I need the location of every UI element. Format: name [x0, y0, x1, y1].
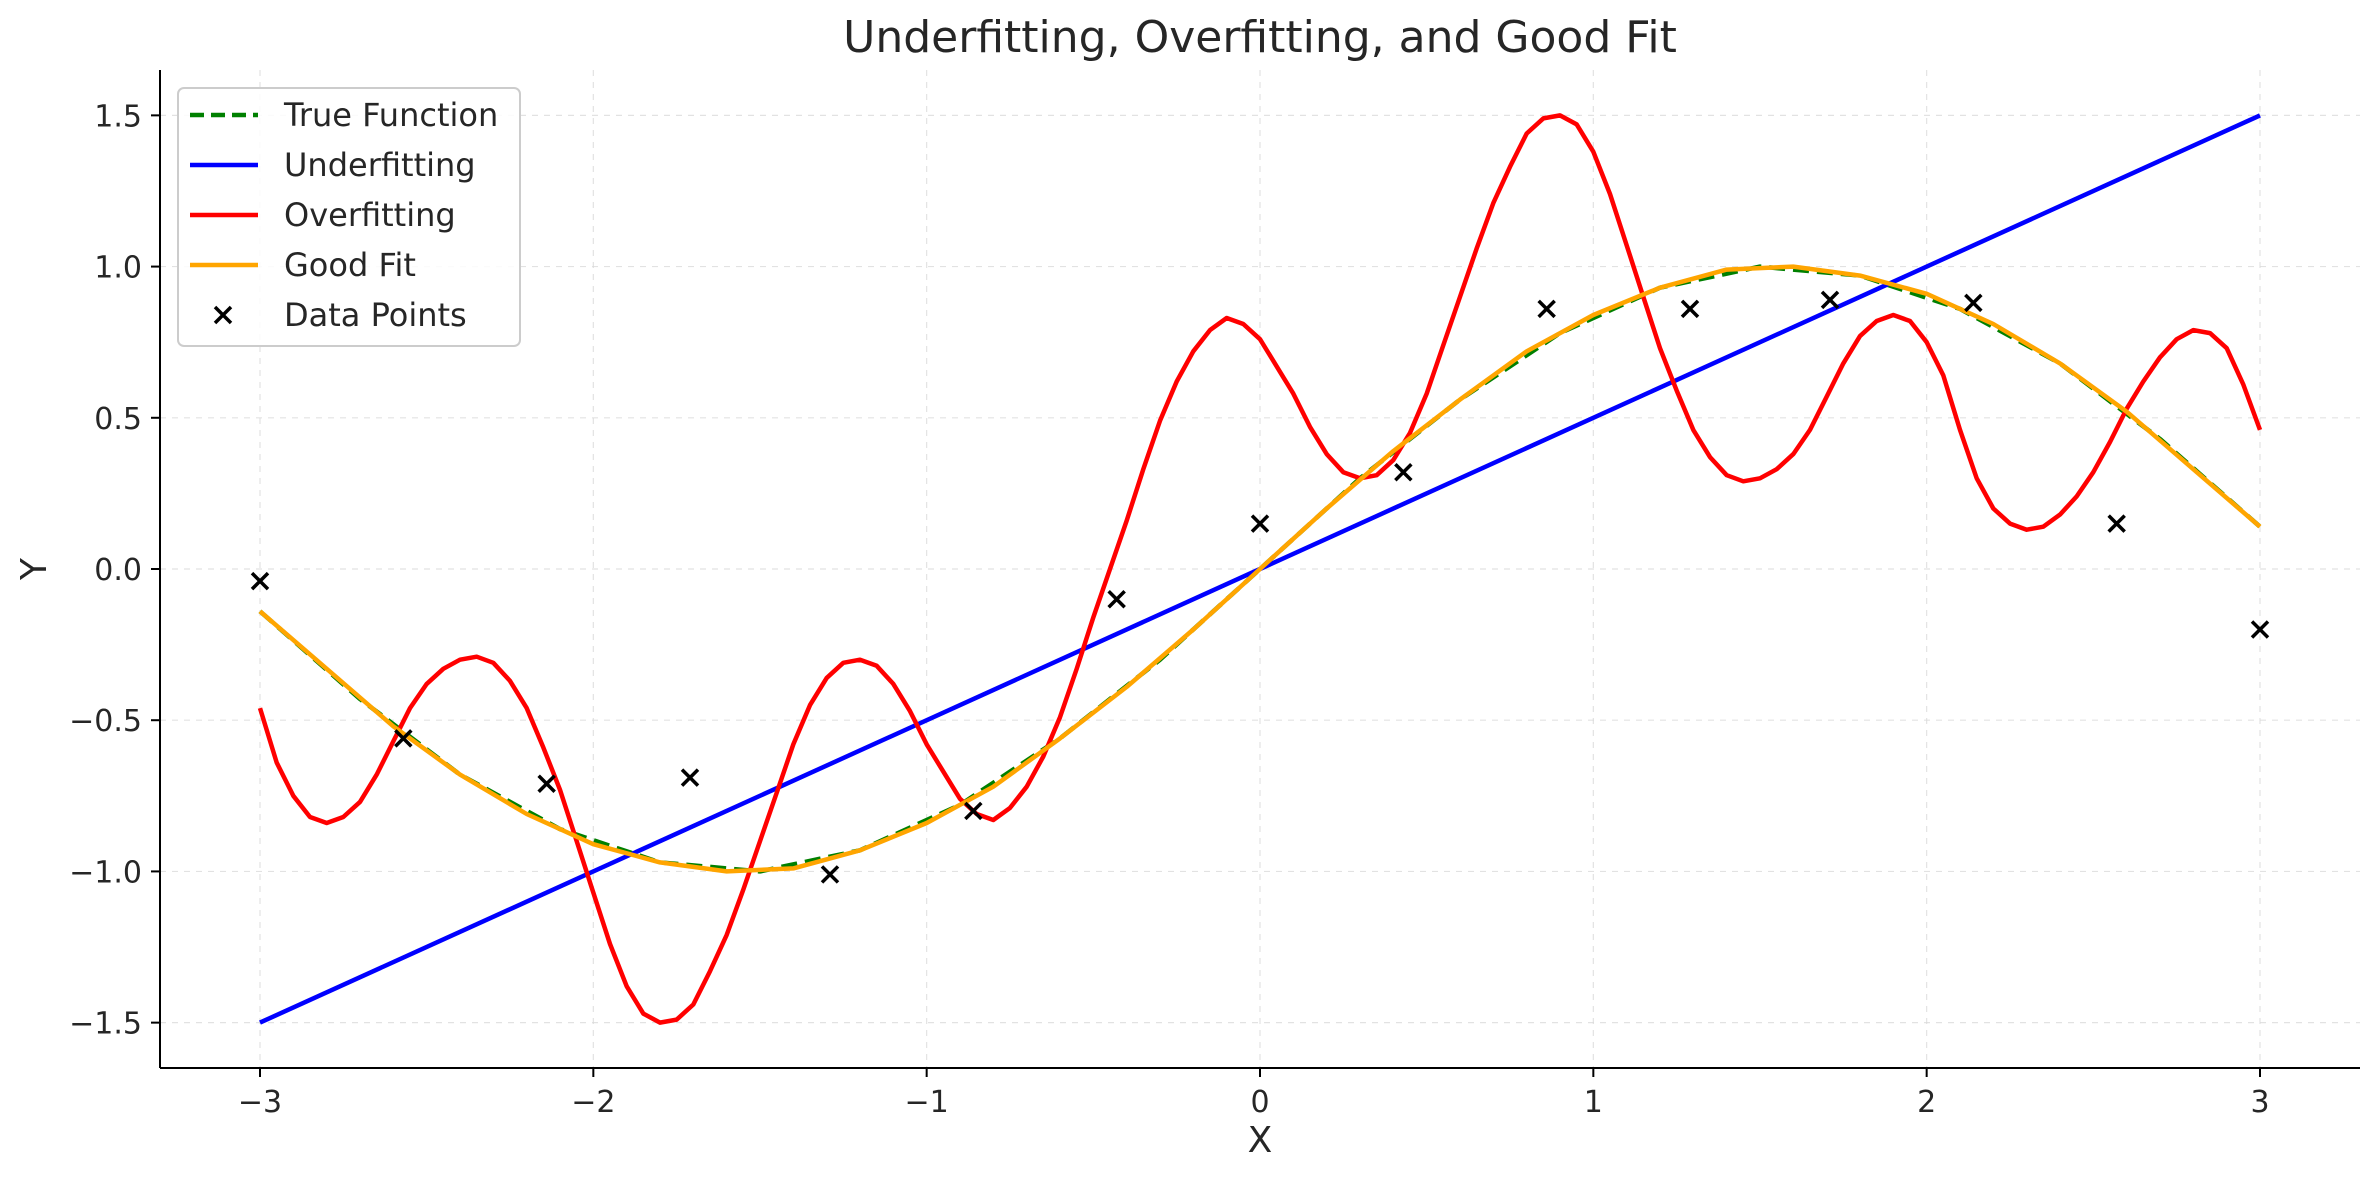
- y-tick-label: 1.0: [94, 251, 142, 286]
- data-point-marker: [1964, 293, 1983, 313]
- good-fit-line: [258, 264, 2262, 874]
- data-point-marker: [394, 729, 413, 748]
- legend-swatch-data-points: [213, 305, 233, 325]
- data-point-marker: [1250, 514, 1270, 533]
- data-point-marker: [537, 774, 556, 793]
- chart-title: Underfitting, Overfitting, and Good Fit: [843, 12, 1677, 63]
- legend-label-underfitting: Underfitting: [284, 146, 476, 184]
- y-tick-label: 1.5: [94, 99, 142, 134]
- y-axis-label: Y: [14, 557, 55, 581]
- data-point-marker: [964, 801, 983, 821]
- legend-label-good-fit: Good Fit: [284, 246, 416, 284]
- y-tick-label: 0.0: [94, 553, 142, 588]
- data-point-marker: [2250, 620, 2270, 639]
- legend-label-data-points: Data Points: [284, 296, 467, 334]
- data-point-marker: [1107, 590, 1126, 609]
- data-point-marker: [820, 865, 840, 884]
- x-axis-label: X: [1248, 1120, 1273, 1161]
- data-point-marker: [250, 571, 270, 591]
- axes: −3 −2 −1 0 1 2 3 −1.5 −1.0 −0.5 0.0 0.5 1.0 1.5: [69, 70, 2360, 1120]
- x-tick-label: 2: [1917, 1085, 1936, 1120]
- legend-box: [177, 87, 521, 347]
- data-point-marker: [1537, 299, 1556, 319]
- data-point-marker: [1680, 299, 1700, 319]
- legend-label-overfitting: Overfitting: [284, 196, 456, 234]
- x-tick-label: −1: [905, 1085, 949, 1120]
- data-point-marker: [2107, 514, 2126, 533]
- x-tick-label: 3: [2250, 1085, 2269, 1120]
- grid: [160, 70, 2360, 1068]
- data-point-marker: [1820, 290, 1840, 310]
- data-point-marker: [1394, 462, 1413, 482]
- y-tick-label: −1.0: [69, 855, 142, 890]
- legend: True Function Underfitting Overfitting Good…: [177, 87, 521, 347]
- x-tick-label: 0: [1250, 1085, 1269, 1120]
- data-points-markers: [250, 290, 2270, 884]
- x-tick-label: −2: [571, 1085, 615, 1120]
- y-tick-label: −1.5: [69, 1007, 142, 1042]
- legend-label-true-function: True Function: [283, 96, 498, 134]
- series-layer: [250, 113, 2270, 1025]
- y-tick-label: −0.5: [69, 704, 142, 739]
- y-tick-label: 0.5: [94, 402, 142, 437]
- x-tick-label: −3: [238, 1085, 282, 1120]
- overfitting-line: [257, 113, 2263, 1025]
- x-tick-label: 1: [1584, 1085, 1603, 1120]
- data-point-marker: [680, 768, 700, 787]
